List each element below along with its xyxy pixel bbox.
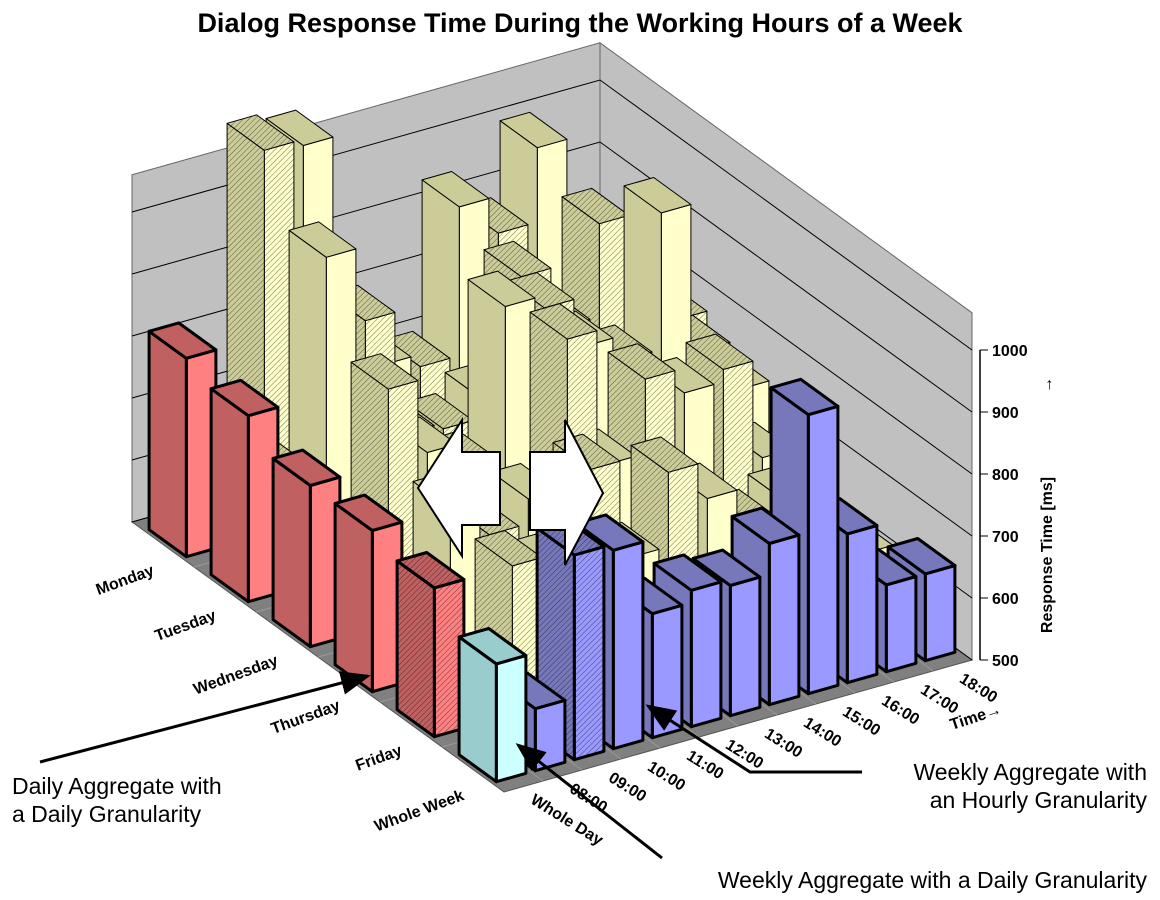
bar-front-face: [728, 575, 762, 718]
z-tick-label: 1000: [992, 343, 1028, 360]
annotation-daily-aggregate: Daily Aggregate with a Daily Granularity: [12, 772, 222, 828]
annotation-line-hourly: [645, 704, 862, 774]
bar-top-face: [421, 171, 490, 208]
day-axis-label: Monday: [94, 562, 157, 599]
bar-top-face: [769, 377, 840, 417]
time-axis-label: 15:00: [839, 703, 883, 739]
bar-hatch: [686, 334, 753, 370]
bar-hatch: [406, 393, 473, 429]
bar-top-face: [271, 448, 342, 487]
annotation-lines: [39, 671, 862, 860]
bar-front-face: [533, 698, 567, 773]
bar-hatch: [227, 114, 294, 151]
day-axis-label: Wednesday: [191, 652, 280, 698]
bar-hatch: [530, 303, 597, 340]
double-arrow-right-icon: [529, 419, 605, 566]
bar-front-face: [923, 564, 957, 663]
bar-hatch: [383, 331, 450, 367]
bar-top-face: [499, 111, 568, 149]
day-axis-label: Tuesday: [153, 607, 219, 645]
bar-top-face: [288, 221, 357, 258]
annotation-line-daily: [39, 671, 371, 764]
z-axis-title: Response Time [ms]: [1039, 477, 1056, 633]
bar: [457, 627, 528, 784]
bar: [271, 448, 342, 649]
z-tick-label: 900: [992, 405, 1019, 422]
bar: [395, 551, 466, 739]
bar-side-face: [333, 502, 374, 694]
annotation-line-weekly-daily: [515, 743, 663, 860]
bar-front-face: [884, 575, 918, 674]
bar-top-face: [467, 270, 536, 307]
annotation-text: a Daily Granularity: [12, 801, 202, 827]
bar: [333, 493, 404, 694]
bar-side-face: [147, 329, 188, 559]
annotation-text: an Hourly Granularity: [929, 787, 1147, 813]
bar-hatch: [631, 436, 698, 473]
z-tick-label: 600: [992, 591, 1019, 608]
bar-front-face: [845, 524, 879, 685]
annotation-text: Weekly Aggregate with: [913, 759, 1147, 785]
bar-hatch: [574, 546, 604, 760]
time-axis-label: 10:00: [644, 758, 688, 794]
bar: [147, 321, 218, 559]
bar-hatch: [475, 530, 542, 566]
bar-front-face: [611, 540, 645, 751]
time-axis-label: 09:00: [605, 769, 649, 805]
bar-hatch: [351, 353, 418, 390]
bar-top-face: [623, 177, 692, 214]
z-tick-label: 500: [992, 653, 1019, 670]
annotation-weekly-daily: Weekly Aggregate with a Daily Granularit…: [717, 867, 1147, 893]
day-axis-label: Friday: [353, 742, 404, 774]
time-axis-label: 17:00: [917, 681, 961, 717]
bar-top-face: [265, 109, 334, 146]
z-tick-label: 700: [992, 529, 1019, 546]
day-axis-label: Whole Week: [372, 787, 466, 835]
day-axis-label: Thursday: [269, 697, 343, 738]
bar-front-face: [806, 404, 840, 696]
bar-top-face: [333, 493, 404, 532]
bar-hatch: [397, 560, 435, 737]
time-axis-label: 18:00: [956, 670, 1000, 706]
bar-hatch: [562, 188, 629, 224]
bar-hatch: [484, 241, 551, 277]
z-tick-label: 800: [992, 467, 1019, 484]
double-arrow-left-icon: [416, 416, 501, 560]
z-axis-arrow: →: [1039, 377, 1056, 393]
bar-hatch: [397, 552, 464, 588]
annotation-text: Daily Aggregate with: [12, 773, 222, 799]
time-axis-label: 14:00: [800, 714, 844, 750]
bar: [209, 378, 280, 604]
bar-side-face: [209, 387, 250, 604]
bar-front-face: [767, 533, 801, 707]
bar-front-face: [689, 580, 723, 729]
annotation-hourly-aggregate: Weekly Aggregate with an Hourly Granular…: [913, 758, 1147, 814]
time-axis-label: 13:00: [761, 725, 805, 761]
bar-top-face: [574, 513, 645, 552]
bar-top-face: [886, 537, 957, 576]
chart-title: Dialog Response Time During the Working …: [197, 8, 963, 38]
bar-side-face: [271, 457, 312, 649]
bar-hatch: [608, 343, 675, 380]
bar-top-face: [147, 321, 218, 360]
bar-front-face: [494, 654, 528, 784]
chart-bars: [147, 109, 957, 784]
bar-top-face: [691, 548, 762, 587]
bar-top-face: [457, 627, 528, 666]
time-axis-label: 16:00: [878, 692, 922, 728]
bar-top-face: [652, 553, 723, 592]
bar-hatch: [434, 579, 464, 737]
bar-top-face: [209, 378, 280, 418]
bar-top-face: [730, 506, 801, 545]
bar-hatch: [507, 272, 574, 308]
